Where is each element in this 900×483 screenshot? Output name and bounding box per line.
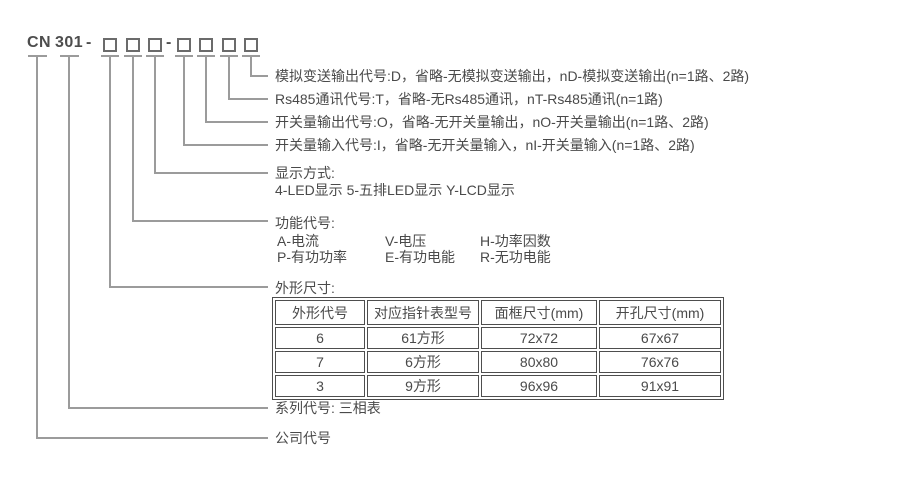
company-code-text: CN [27, 34, 52, 51]
function-code-grid: A-电流 V-电压 H-功率因数 P-有功功率 E-有功电能 R-无功电能 [277, 233, 551, 265]
connector-company [28, 55, 268, 439]
display-mode-title: 显示方式: [275, 165, 335, 181]
table-cell: 61方形 [367, 327, 479, 349]
table-row: 7 6方形 80x80 76x76 [275, 351, 721, 373]
table-cell: 80x80 [481, 351, 597, 373]
connector-dimensions [101, 55, 268, 288]
dimension-table: 外形代号 对应指针表型号 面框尺寸(mm) 开孔尺寸(mm) 6 61方形 72… [272, 297, 724, 400]
connector-series [60, 55, 268, 409]
table-header-frame-size: 面框尺寸(mm) [481, 300, 597, 325]
connector-analog-output [242, 55, 268, 77]
callout-rs485: Rs485通讯代号:T，省略-无Rs485通讯，nT-Rs485通讯(n=1路) [275, 91, 663, 107]
function-item: H-功率因数 [480, 233, 551, 249]
function-item: P-有功功率 [277, 249, 347, 265]
display-mode-options: 4-LED显示 5-五排LED显示 Y-LCD显示 [275, 182, 515, 198]
digit-box-3 [148, 38, 162, 52]
table-cell: 7 [275, 351, 365, 373]
digit-box-4 [177, 38, 191, 52]
table-cell: 72x72 [481, 327, 597, 349]
callout-switch-output: 开关量输出代号:O，省略-无开关量输出，nO-开关量输出(n=1路、2路) [275, 114, 709, 130]
table-cell: 3 [275, 375, 365, 397]
dash-separator-1: - [86, 34, 92, 51]
connector-rs485 [220, 55, 268, 100]
connector-switch-input [175, 55, 268, 146]
connector-display [146, 55, 268, 174]
function-item: A-电流 [277, 233, 319, 249]
callout-switch-input: 开关量输入代号:I，省略-无开关量输入，nI-开关量输入(n=1路、2路) [275, 137, 695, 153]
callout-company: 公司代号 [275, 430, 331, 446]
table-row: 6 61方形 72x72 67x67 [275, 327, 721, 349]
digit-box-6 [222, 38, 236, 52]
table-header-pointer-type: 对应指针表型号 [367, 300, 479, 325]
digit-box-1 [103, 38, 117, 52]
table-cell: 6方形 [367, 351, 479, 373]
table-cell: 76x76 [599, 351, 721, 373]
table-header-row: 外形代号 对应指针表型号 面框尺寸(mm) 开孔尺寸(mm) [275, 300, 721, 325]
callout-analog-output: 模拟变送输出代号:D，省略-无模拟变送输出，nD-模拟变送输出(n=1路、2路) [275, 68, 750, 84]
digit-box-2 [126, 38, 140, 52]
function-item: E-有功电能 [385, 249, 455, 265]
table-cell: 67x67 [599, 327, 721, 349]
dimensions-title: 外形尺寸: [275, 280, 335, 296]
callout-display-mode: 显示方式: 4-LED显示 5-五排LED显示 Y-LCD显示 [275, 165, 515, 198]
function-code-title: 功能代号: [275, 215, 335, 231]
table-header-shape-code: 外形代号 [275, 300, 365, 325]
series-number-text: 301 [55, 34, 84, 51]
function-item: R-无功电能 [480, 249, 551, 265]
table-row: 3 9方形 96x96 91x91 [275, 375, 721, 397]
callout-series: 系列代号: 三相表 [275, 400, 381, 416]
table-header-cutout-size: 开孔尺寸(mm) [599, 300, 721, 325]
digit-box-5 [199, 38, 213, 52]
table-cell: 91x91 [599, 375, 721, 397]
table-cell: 9方形 [367, 375, 479, 397]
dash-separator-2: - [166, 34, 172, 51]
function-item: V-电压 [385, 233, 427, 249]
digit-box-7 [244, 38, 258, 52]
table-cell: 6 [275, 327, 365, 349]
table-cell: 96x96 [481, 375, 597, 397]
connector-switch-output [197, 55, 268, 123]
connector-function [124, 55, 268, 222]
